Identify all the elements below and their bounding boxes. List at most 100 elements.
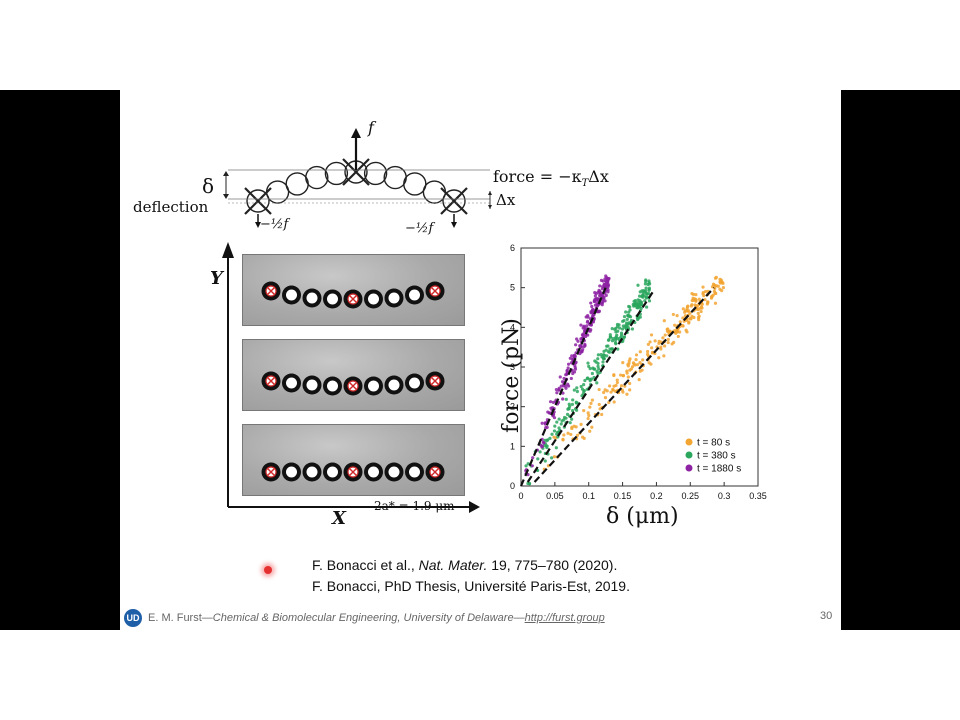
data-point <box>579 345 583 349</box>
pin-cross-line <box>431 377 439 385</box>
data-point <box>626 363 630 367</box>
data-point <box>632 299 636 303</box>
x-tick-label: 0 <box>518 491 523 501</box>
bead-center <box>286 289 297 301</box>
data-point <box>579 350 583 354</box>
bead-center <box>327 293 338 305</box>
data-point <box>586 319 590 323</box>
data-point <box>628 308 632 312</box>
data-point <box>681 316 685 320</box>
data-point <box>558 375 562 379</box>
data-point <box>565 412 570 416</box>
pin-cross-line <box>431 287 439 295</box>
micrograph-3 <box>242 424 465 496</box>
data-point <box>625 392 629 396</box>
data-point <box>586 314 590 318</box>
data-point <box>607 338 611 342</box>
data-point <box>686 309 690 313</box>
x-tick-label: 0.3 <box>718 491 731 501</box>
data-point <box>603 396 608 400</box>
footer-url[interactable]: http://furst.group <box>524 612 605 624</box>
data-point <box>622 314 627 319</box>
data-point <box>612 384 616 388</box>
data-point <box>594 298 599 302</box>
data-point <box>557 417 561 421</box>
data-point <box>582 383 586 387</box>
data-point <box>538 450 542 454</box>
data-point <box>647 299 652 303</box>
data-point <box>612 373 616 377</box>
pin-cross-line <box>267 377 275 385</box>
data-point <box>579 323 583 327</box>
data-point <box>662 319 666 323</box>
data-point <box>665 329 670 333</box>
laser-pointer <box>264 566 272 574</box>
pin-cross-line <box>440 187 468 215</box>
data-point <box>639 302 643 307</box>
data-point <box>580 387 585 391</box>
data-point <box>526 462 530 466</box>
data-point <box>703 289 708 294</box>
data-point <box>635 363 640 367</box>
data-point <box>712 283 716 287</box>
data-point <box>555 420 559 424</box>
data-point <box>600 303 604 307</box>
data-point <box>570 417 574 421</box>
data-point <box>649 333 654 337</box>
data-point <box>678 330 682 334</box>
bead-center <box>368 380 379 392</box>
data-point <box>587 364 591 368</box>
data-point <box>699 309 703 314</box>
data-point <box>705 302 709 306</box>
data-point <box>619 373 623 377</box>
data-point <box>569 376 573 381</box>
data-point <box>675 330 679 334</box>
data-point <box>560 419 564 423</box>
data-point <box>644 295 649 299</box>
data-point <box>618 326 622 330</box>
data-point <box>566 362 571 366</box>
data-point <box>589 301 593 305</box>
data-point <box>713 301 718 305</box>
data-point <box>639 300 643 304</box>
data-point <box>703 298 707 302</box>
data-point <box>575 337 579 341</box>
data-point <box>539 443 543 447</box>
data-point <box>615 380 619 385</box>
force-equation: force = −κTΔx <box>493 167 609 190</box>
pin-cross-line <box>349 468 357 476</box>
data-point <box>650 346 654 350</box>
force-f-label: f <box>368 118 374 137</box>
fit-line <box>526 291 654 483</box>
data-point <box>701 285 705 289</box>
data-point <box>607 350 612 354</box>
data-point <box>593 294 597 298</box>
data-point <box>621 374 625 378</box>
data-point <box>630 365 635 369</box>
data-point <box>631 361 636 365</box>
data-point <box>648 340 652 344</box>
diagram-bead <box>305 165 329 190</box>
legend-label: t = 380 s <box>697 451 736 462</box>
data-point <box>552 455 557 459</box>
data-point <box>574 400 578 404</box>
data-point <box>598 290 602 294</box>
data-point <box>616 329 620 333</box>
data-point <box>610 339 615 343</box>
data-point <box>644 278 648 282</box>
data-point <box>575 386 579 390</box>
data-point <box>653 339 657 343</box>
data-point <box>647 286 651 290</box>
data-point <box>605 354 609 358</box>
data-point <box>530 464 534 468</box>
data-point <box>597 402 601 407</box>
data-point <box>603 299 607 303</box>
data-point <box>586 416 590 421</box>
bead-center <box>368 293 379 305</box>
data-point <box>630 327 635 331</box>
data-point <box>562 384 566 388</box>
data-point <box>615 378 619 382</box>
data-point <box>688 317 692 321</box>
data-point <box>582 345 586 349</box>
data-point <box>623 384 627 388</box>
